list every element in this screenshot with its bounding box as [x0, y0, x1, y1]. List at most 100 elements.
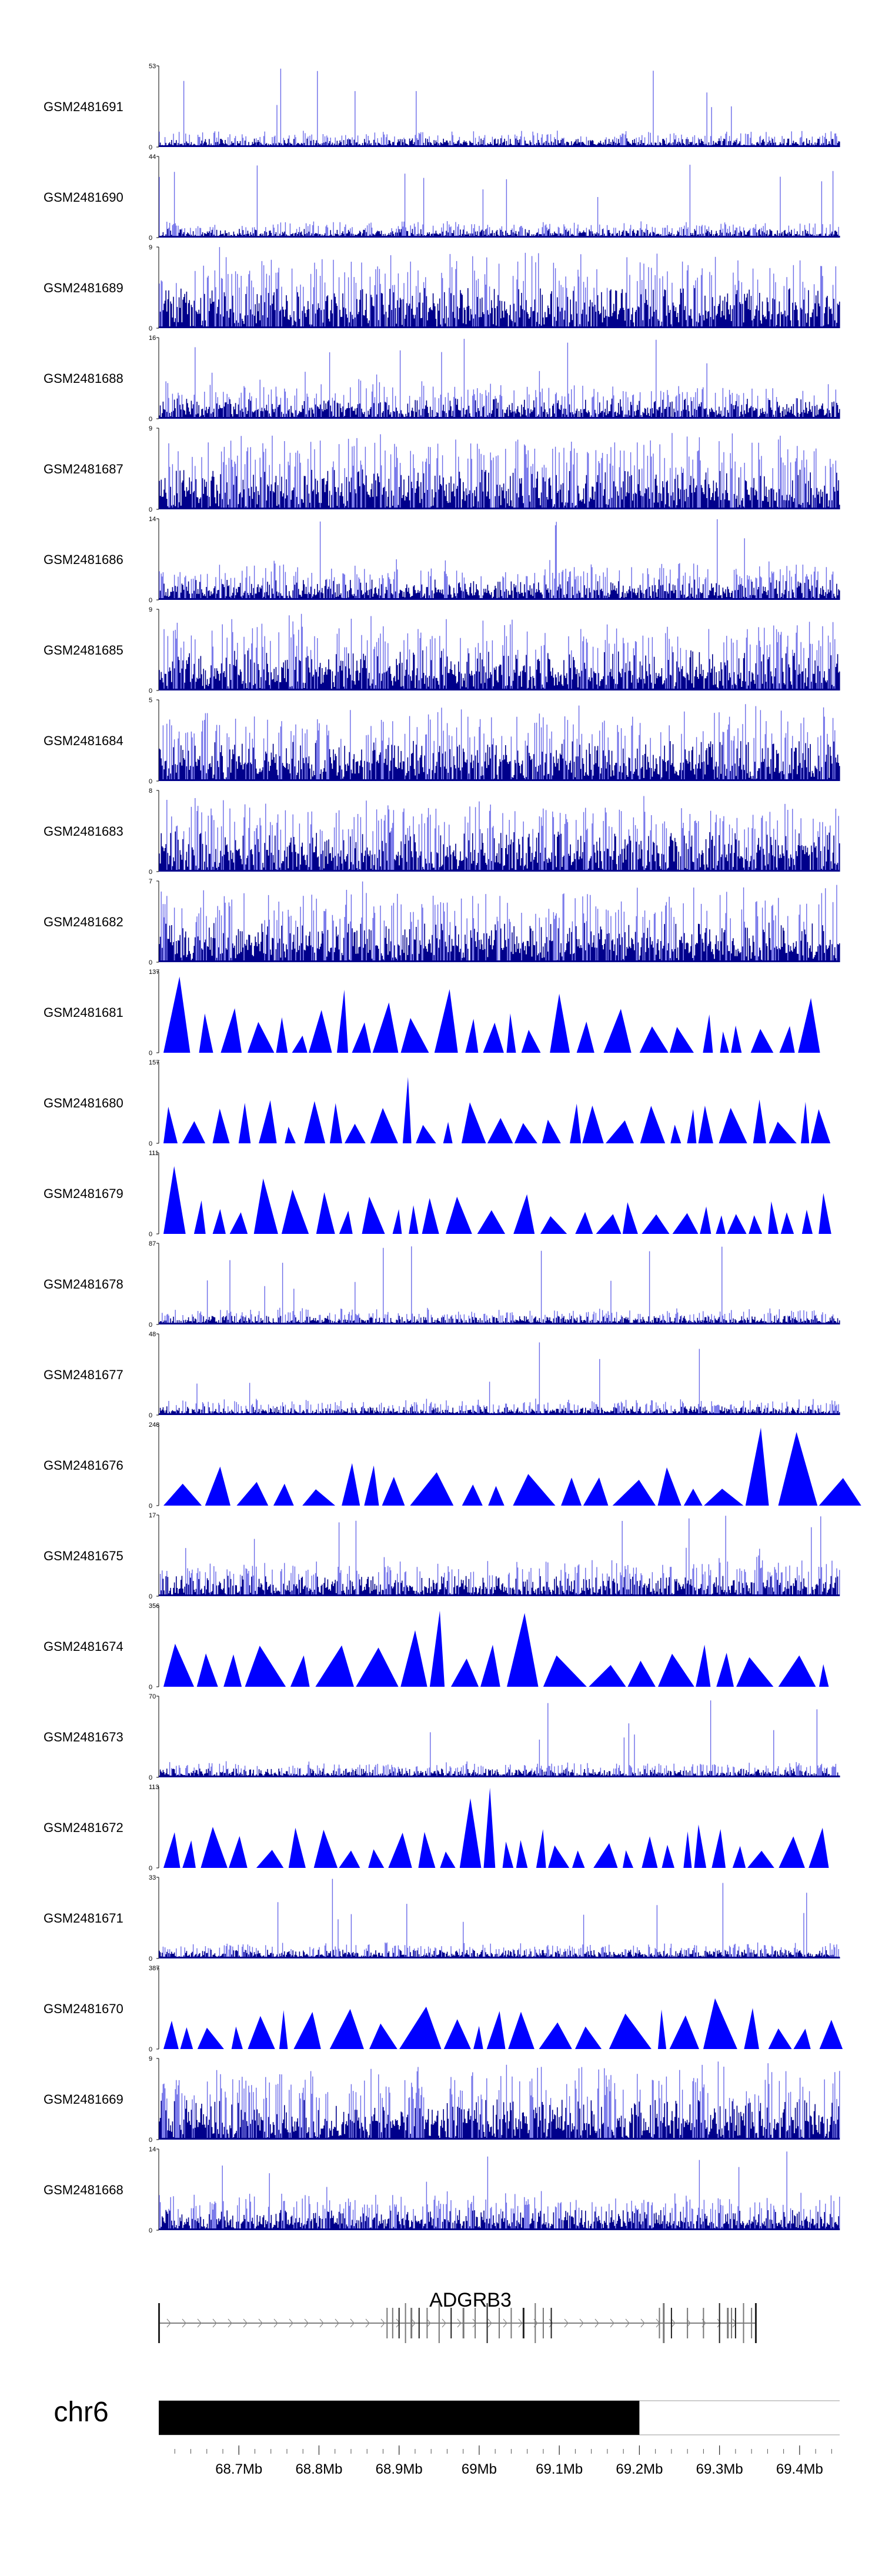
y-max-label: 387 [149, 1965, 159, 1972]
coverage-bars [159, 469, 840, 509]
y-min-label: 0 [149, 1322, 152, 1329]
y-max-label: 48 [149, 1331, 156, 1338]
coverage-peak [212, 1109, 230, 1143]
coverage-peak [687, 1109, 697, 1143]
chromosome-ideogram-track: chr6 [54, 2397, 840, 2435]
coverage-baseline [159, 598, 840, 600]
coverage-peak [719, 1107, 747, 1143]
y-max-label: 87 [149, 1240, 156, 1247]
gene-name-label: ADGRB3 [429, 2289, 512, 2311]
coverage-baseline [159, 145, 840, 147]
coverage-bars [159, 831, 840, 872]
gene-exon [438, 2303, 440, 2343]
strand-arrow-icon [610, 2318, 614, 2328]
coverage-peak [309, 1010, 332, 1053]
coverage-peak [582, 1105, 604, 1143]
track-label: GSM2481674 [44, 1639, 123, 1654]
coverage-baseline [159, 1594, 840, 1596]
axis-tick-label: 68.7Mb [215, 2461, 262, 2477]
coverage-peak [623, 1850, 634, 1868]
coverage-peak [220, 1008, 242, 1053]
coverage-peak [811, 1109, 831, 1143]
gene-exon [659, 2308, 660, 2338]
coverage-peak [163, 1483, 202, 1506]
coverage-peak [657, 1467, 681, 1506]
coverage-bars-high [159, 519, 834, 600]
coverage-peak [163, 1643, 194, 1687]
coverage-peak [720, 1031, 729, 1053]
coverage-peak [410, 1472, 454, 1506]
coverage-peak [769, 1122, 797, 1143]
track-GSM2481686: GSM2481686 14 0 [44, 516, 840, 604]
coverage-peak [292, 1035, 308, 1053]
coverage-peak [400, 1017, 429, 1053]
coverage-peak [465, 1019, 479, 1053]
track-GSM2481689: GSM2481689 9 0 [44, 244, 840, 332]
coverage-peak [669, 2015, 699, 2049]
strand-arrow-icon [197, 2318, 202, 2328]
track-GSM2481674: GSM2481674 356 0 [44, 1603, 829, 1691]
coverage-peak [609, 2013, 652, 2049]
coverage-peak [399, 2007, 442, 2049]
track-label: GSM2481678 [44, 1277, 123, 1292]
coverage-peak [683, 1831, 692, 1868]
coverage-peak [506, 1013, 516, 1053]
coverage-baseline [159, 1957, 840, 1958]
y-min-label: 0 [149, 869, 152, 876]
coverage-peak [238, 1103, 251, 1143]
ideogram-highlight-band [159, 2401, 640, 2435]
coverage-bars-high [162, 704, 836, 781]
track-label: GSM2481669 [44, 2092, 123, 2107]
strand-arrow-icon [442, 2318, 446, 2328]
track-GSM2481678: GSM2481678 87 0 [44, 1240, 840, 1329]
coverage-peak [288, 1827, 306, 1868]
coverage-peak [483, 1787, 496, 1868]
y-min-label: 0 [149, 1593, 152, 1600]
coverage-peak [196, 1653, 218, 1687]
gene-exon [734, 2308, 736, 2338]
gene-exon [719, 2303, 720, 2343]
coverage-bars-high [162, 1878, 839, 1958]
coverage-bars-high [162, 1246, 834, 1324]
coverage-peak [231, 2026, 243, 2049]
strand-arrow-icon [258, 2318, 263, 2328]
y-max-label: 70 [149, 1693, 156, 1700]
coverage-peak [273, 1483, 294, 1506]
coverage-peak [703, 1014, 713, 1053]
coverage-peak [583, 1477, 609, 1506]
coverage-baseline [159, 2138, 840, 2140]
gene-exon [418, 2308, 420, 2338]
coverage-peak [163, 976, 191, 1053]
axis-tick-label: 69.3Mb [696, 2461, 743, 2477]
coverage-peak [801, 1209, 813, 1234]
y-max-label: 248 [149, 1422, 159, 1429]
strand-arrow-icon [625, 2318, 630, 2328]
track-label: GSM2481675 [44, 1549, 123, 1563]
coverage-bars [159, 2099, 839, 2140]
coverage-peak [316, 1192, 335, 1234]
coverage-baseline [159, 326, 840, 328]
gene-exon [743, 2303, 744, 2343]
strand-arrow-icon [503, 2318, 507, 2328]
coverage-bars-high [168, 433, 837, 509]
coverage-peak [818, 1193, 831, 1234]
coverage-peak [409, 1205, 419, 1234]
coverage-peak [434, 989, 458, 1053]
coverage-peak [521, 1030, 541, 1053]
coverage-peak [572, 1850, 585, 1868]
coverage-peak [356, 1647, 399, 1687]
gene-exon [522, 2308, 524, 2338]
coverage-peak [514, 1123, 537, 1143]
coverage-peak [793, 2028, 811, 2049]
coverage-peak [704, 1489, 744, 1506]
coverage-peak [440, 1851, 456, 1868]
y-max-label: 53 [149, 63, 156, 70]
y-max-label: 14 [149, 516, 156, 523]
y-min-label: 0 [149, 2046, 152, 2053]
gene-exon [426, 2308, 428, 2338]
coverage-baseline [159, 417, 840, 419]
coverage-baseline [159, 689, 840, 690]
coverage-peak [450, 1659, 479, 1687]
coverage-peak [508, 2011, 534, 2049]
strand-arrow-icon [717, 2318, 721, 2328]
